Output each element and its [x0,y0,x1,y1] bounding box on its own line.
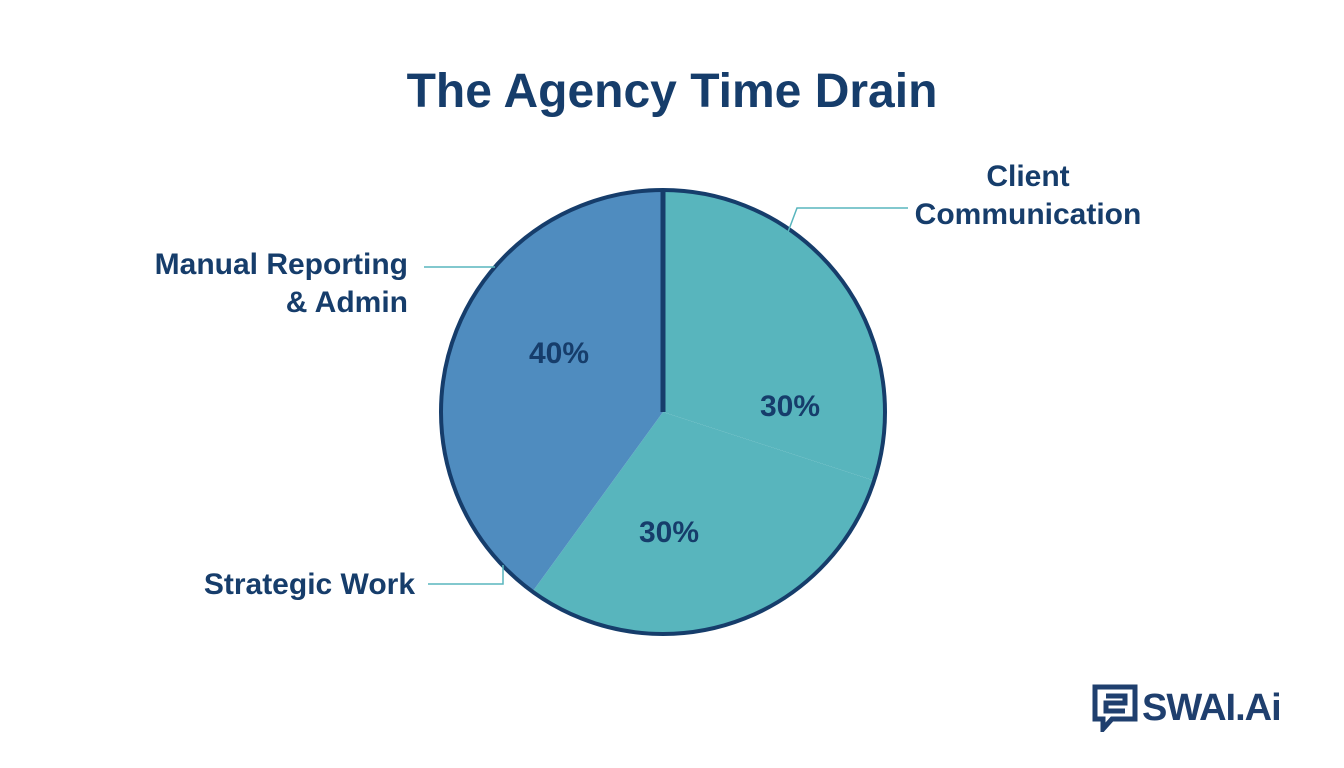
pie-outline [439,188,887,636]
pie-value-label-strategic-work: 30% [639,516,699,549]
pie-category-label-strategic-work: Strategic Work [204,568,415,601]
leader-line-client-communication [787,207,908,233]
pie-category-label-manual-reporting: Manual Reporting & Admin [155,248,408,319]
pie-value-label-client-communication: 30% [760,390,820,423]
chat-bubble-logo-icon [1092,684,1138,732]
pie-slice-client-communication [663,190,885,481]
pie-slice-manual-reporting [441,190,663,592]
brand-logo: SWAI.Ai [1092,683,1282,733]
pie-slice-strategic-work [532,412,875,634]
logo-text: SWAI.Ai [1142,686,1282,729]
pie-category-label-client-communication: Client Communication [915,160,1142,231]
chart-title: The Agency Time Drain [406,65,938,118]
leader-line-strategic-work [428,565,504,585]
pie-value-label-manual-reporting: 40% [529,337,589,370]
